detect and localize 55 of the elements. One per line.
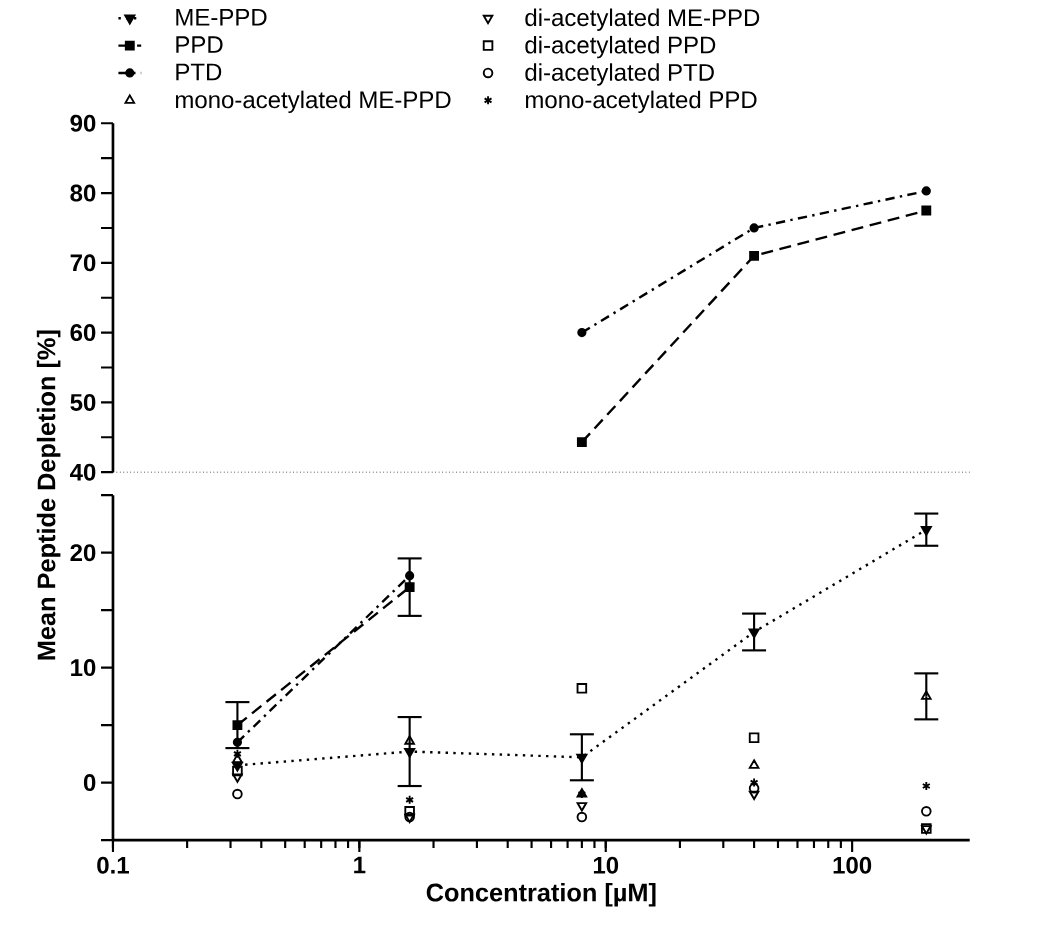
point [749,223,759,233]
x-tick-label: 0.1 [97,856,129,874]
y-tick-label: 70 [70,254,96,272]
point [232,765,243,777]
point [920,526,932,536]
legend-label: PTD [176,63,222,81]
y-tick-label: 20 [70,544,96,562]
y-tick-label: 0 [83,774,96,792]
point [748,790,760,801]
point [576,437,587,448]
point [748,759,760,769]
y-tick-label: 10 [71,659,96,677]
point [748,628,760,639]
point [233,748,242,759]
y-tick-label: 50 [70,393,96,411]
x-tick-label: 1 [354,856,366,874]
point [749,777,759,788]
x-axis-title: Concentration [µM] [426,882,656,907]
y-tick-label: 90 [70,114,96,132]
point [404,747,416,758]
point [576,811,588,823]
point [921,186,931,196]
legend-label: di-acetylated ME-PPD [525,8,760,31]
point [404,735,415,745]
point [404,806,415,817]
point [232,720,243,731]
point [404,582,415,593]
point [921,690,932,700]
y-tick-label: 40 [69,463,96,481]
legend-label: di-acetylated PPD [525,35,716,59]
point [576,683,588,694]
x-tick-label: 10 [593,856,619,874]
legend-label: di-acetylated PTD [525,63,714,86]
point [232,737,243,747]
point [921,205,932,216]
point [577,328,587,338]
legend-label: mono-acetylated ME-PPD [175,90,451,114]
point [921,806,932,817]
point [405,571,415,581]
point [748,783,760,794]
point [576,802,588,812]
point [748,732,760,743]
legend-label: PPD [176,36,223,53]
legend-label: ME-PPD [176,8,267,26]
point [232,773,243,783]
point [232,788,243,800]
point [576,753,588,764]
point [749,250,760,261]
legend-label: mono-acetylated PPD [525,90,757,114]
point [405,794,415,805]
y-tick-label: 60 [70,324,96,342]
point [921,781,931,791]
y-axis-title: Mean Peptide Depletion [%] [36,330,61,660]
x-tick-label: 100 [833,856,872,874]
y-tick-label: 80 [70,184,96,202]
